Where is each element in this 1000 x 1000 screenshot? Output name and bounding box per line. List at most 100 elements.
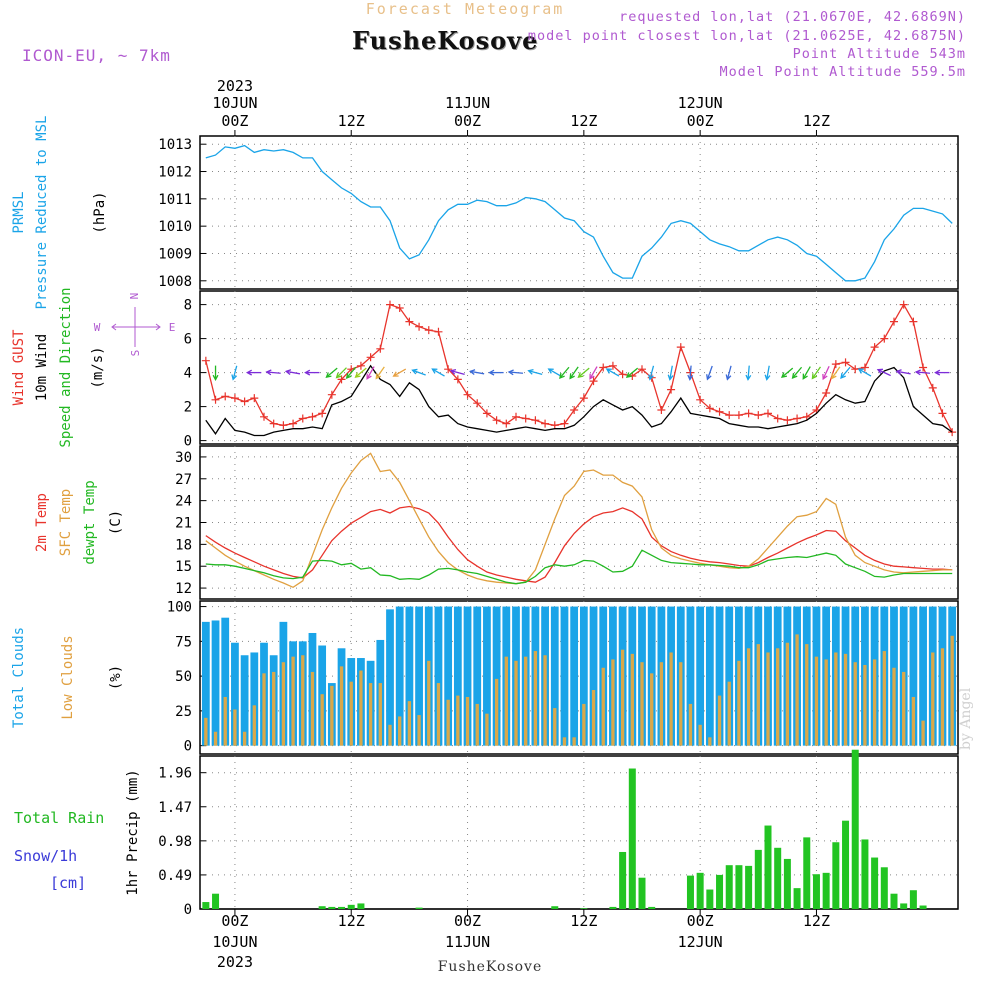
- compass-south: S: [129, 350, 142, 357]
- precip-bar: [793, 888, 801, 909]
- year-label-bottom: 2023: [217, 953, 253, 971]
- low-cloud-bar: [378, 683, 382, 746]
- compass-west: W: [94, 321, 101, 334]
- panel-frame-pressure: [199, 135, 959, 290]
- gust-marker: [928, 383, 937, 392]
- time-label-top: 00Z: [221, 112, 248, 130]
- y-tick-label-temperature: 12: [175, 581, 192, 597]
- wind-arrow: [877, 369, 891, 377]
- series-line-temperature-2: [205, 549, 953, 585]
- total-cloud-bar: [579, 606, 588, 746]
- y-tick-label-temperature: 27: [175, 472, 192, 488]
- gust-marker: [298, 414, 307, 423]
- low-cloud-bar: [407, 701, 412, 746]
- date-label-bottom: 12JUN: [678, 933, 723, 951]
- compass-north: N: [128, 293, 141, 300]
- wind-arrow: [726, 365, 732, 380]
- low-cloud-bar: [620, 649, 625, 746]
- precip-bar: [357, 903, 365, 909]
- gust-marker: [657, 406, 666, 414]
- year-label-top: 2023: [217, 77, 253, 95]
- series-line-temperature-1: [205, 452, 953, 589]
- low-cloud-bar: [204, 717, 208, 746]
- footer-location: FusheKosove: [437, 959, 543, 975]
- time-label-bottom: 00Z: [454, 912, 481, 930]
- low-cloud-bar: [640, 662, 644, 746]
- ylabel-pressure-2: (hPa): [92, 191, 108, 233]
- compass-east: E: [169, 321, 176, 334]
- wind-arrow-head: [488, 369, 495, 376]
- low-cloud-bar: [504, 656, 508, 746]
- wind-arrow: [802, 366, 811, 379]
- wind-arrow: [766, 365, 770, 380]
- ylabel-temperature-3: (C): [108, 510, 124, 535]
- gust-marker: [773, 414, 782, 423]
- wind-arrow-head: [527, 368, 534, 375]
- wind-arrow-head: [507, 369, 514, 376]
- gust-marker: [318, 409, 327, 418]
- precip-bar: [774, 847, 782, 909]
- gust-marker: [793, 414, 802, 423]
- low-cloud-bar: [669, 652, 673, 746]
- wind-arrow: [781, 367, 794, 378]
- low-cloud-bar: [814, 656, 819, 746]
- gust-marker: [676, 343, 685, 352]
- wind-arrow-head: [265, 369, 272, 376]
- y-tick-label-pressure: 1008: [158, 274, 192, 290]
- requested-coords: requested lon,lat (21.0670E, 42.6869N): [619, 9, 966, 25]
- wind-arrow-head: [547, 368, 554, 374]
- wind-arrow: [508, 371, 524, 374]
- wind-arrow-head: [934, 369, 941, 376]
- gust-marker: [473, 399, 482, 408]
- precip-bar: [735, 865, 743, 909]
- gust-marker: [705, 404, 714, 413]
- low-cloud-bar: [630, 653, 634, 746]
- precip-bar: [822, 872, 830, 909]
- gust-marker: [899, 300, 908, 309]
- legend-snow-unit: [cm]: [50, 874, 86, 892]
- low-cloud-bar: [911, 696, 916, 746]
- wind-arrow: [470, 370, 485, 375]
- precip-bar: [648, 906, 656, 909]
- y-tick-label-clouds: 75: [175, 634, 192, 650]
- low-cloud-bar: [475, 703, 479, 746]
- total-cloud-bar: [696, 606, 705, 746]
- wind-arrow-head: [914, 369, 921, 376]
- watermark: by Angel: [958, 687, 974, 750]
- gust-marker: [434, 327, 443, 336]
- precip-bar: [890, 893, 898, 909]
- wind-arrow-head: [840, 372, 846, 380]
- date-label-bottom: 10JUN: [212, 933, 257, 951]
- gust-marker: [725, 411, 734, 420]
- total-cloud-bar: [919, 606, 927, 746]
- wind-arrow: [528, 370, 543, 376]
- gust-marker: [715, 407, 724, 416]
- low-cloud-bar: [902, 671, 906, 746]
- low-cloud-bar: [737, 660, 741, 746]
- location-title: FusheKosove: [352, 26, 539, 55]
- low-cloud-bar: [601, 667, 605, 746]
- y-tick-label-temperature: 15: [175, 559, 192, 575]
- wind-arrow-head: [822, 373, 828, 381]
- compass-cross: [111, 307, 161, 347]
- y-tick-label-pressure: 1011: [158, 192, 192, 208]
- low-cloud-bar: [233, 709, 237, 746]
- low-cloud-bar: [582, 703, 586, 746]
- gust-marker: [570, 406, 579, 414]
- wind-arrow: [326, 367, 338, 378]
- gust-marker: [463, 390, 472, 399]
- precip-bar: [638, 877, 646, 909]
- gust-marker: [230, 394, 239, 403]
- low-cloud-bar: [688, 703, 693, 746]
- wind-arrow-head: [857, 368, 864, 374]
- precip-bar: [919, 905, 927, 909]
- low-cloud-bar: [746, 648, 751, 746]
- gust-marker: [831, 360, 840, 369]
- panel-frame-wind: [199, 290, 959, 445]
- low-cloud-bar: [863, 664, 867, 746]
- ylabel-clouds-1: Low Clouds: [60, 635, 76, 719]
- gust-marker: [860, 363, 869, 372]
- low-cloud-bar: [727, 681, 731, 746]
- y-tick-label-clouds: 0: [184, 739, 192, 755]
- gust-marker: [579, 394, 588, 403]
